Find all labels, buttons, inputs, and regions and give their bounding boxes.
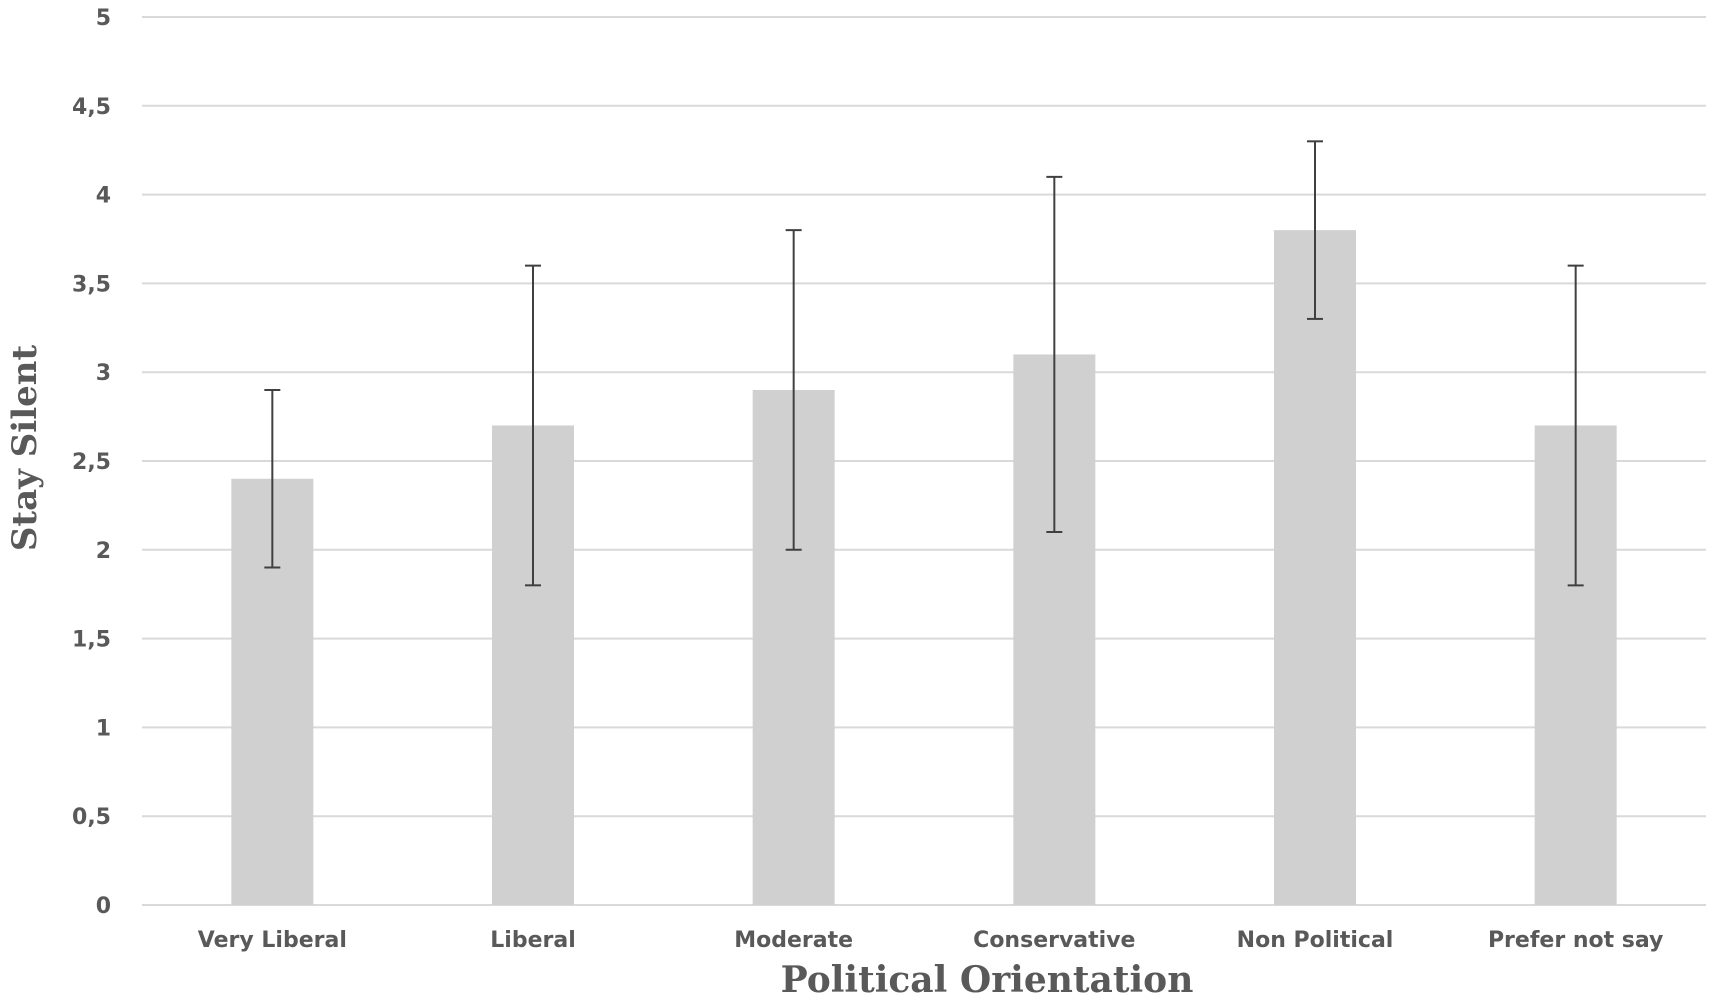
y-tick-label: 0,5 [72, 805, 111, 830]
x-tick-label: Moderate [734, 928, 853, 953]
error-bar [1046, 175, 1063, 534]
error-bars [264, 140, 1584, 587]
x-tick-label: Conservative [973, 928, 1135, 953]
error-bar [525, 264, 541, 587]
x-tick-label: Non Political [1237, 928, 1394, 953]
error-bar [785, 229, 802, 551]
error-bar [1307, 140, 1323, 320]
y-tick-label: 2 [96, 539, 111, 564]
y-axis-ticks: 0 0,5 1 1,5 2 2,5 3 3,5 4 4,5 5 [72, 6, 111, 919]
y-axis-title: Stay Silent [5, 345, 45, 552]
y-tick-label: 1 [96, 716, 111, 741]
bars [231, 230, 1617, 906]
x-tick-label: Very Liberal [198, 928, 347, 953]
error-bar [264, 388, 281, 569]
y-tick-label: 4,5 [72, 95, 111, 120]
x-axis-title: Political Orientation [781, 959, 1194, 1001]
y-tick-label: 2,5 [72, 450, 111, 475]
gridlines [142, 16, 1706, 906]
y-tick-label: 3 [96, 361, 111, 386]
x-axis-categories: Very Liberal Liberal Moderate Conservative N… [198, 928, 1664, 953]
x-tick-label: Liberal [490, 928, 575, 953]
error-bar [1567, 264, 1584, 587]
y-tick-label: 4 [96, 184, 111, 209]
x-tick-label: Prefer not say [1488, 928, 1663, 953]
bar [1274, 230, 1356, 905]
y-tick-label: 0 [96, 894, 111, 919]
y-tick-label: 5 [96, 6, 111, 31]
y-tick-label: 1,5 [72, 628, 111, 653]
y-tick-label: 3,5 [72, 272, 111, 297]
